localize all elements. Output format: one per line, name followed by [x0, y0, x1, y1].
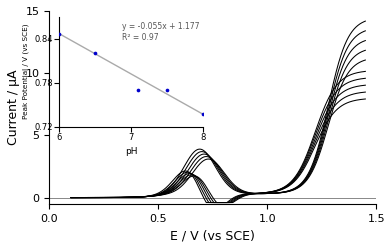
Y-axis label: Current / μA: Current / μA	[7, 70, 20, 145]
X-axis label: E / V (vs SCE): E / V (vs SCE)	[170, 229, 255, 242]
